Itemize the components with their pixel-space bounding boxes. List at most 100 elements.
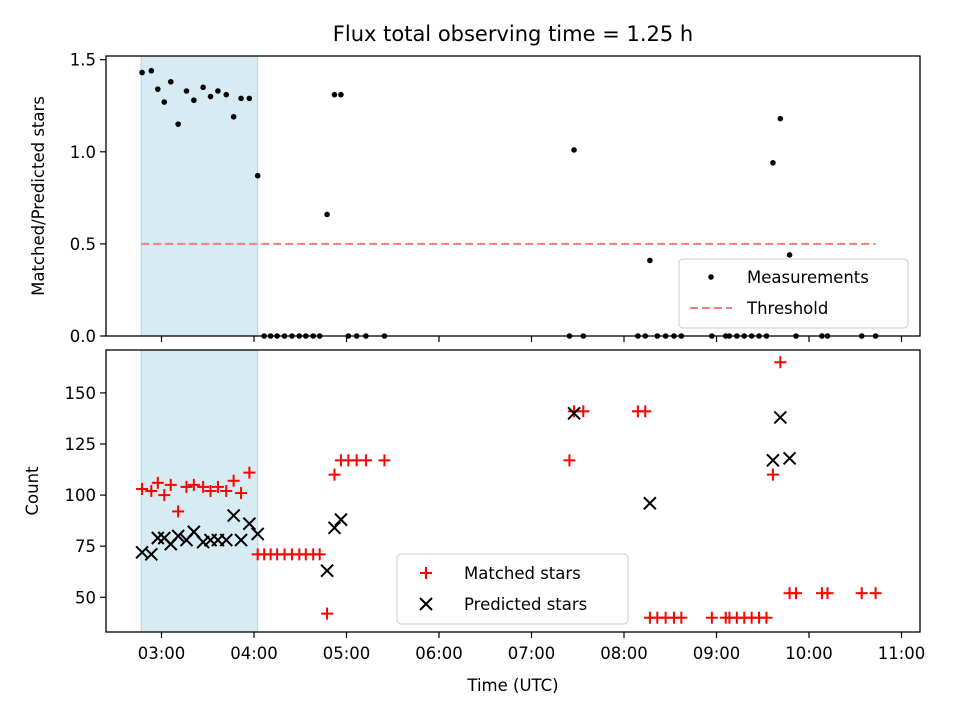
- x-tick-label: 03:00: [138, 644, 186, 663]
- x-tick-label: 09:00: [693, 644, 741, 663]
- y-tick-label: 75: [75, 537, 96, 556]
- matched-stars-point: [869, 587, 882, 600]
- matched-stars-point: [197, 480, 210, 493]
- matched-stars-point: [321, 607, 334, 620]
- counts-plot-frame: [105, 349, 921, 633]
- predicted-stars-point: [327, 521, 342, 535]
- measurement-point: [230, 113, 237, 120]
- predicted-stars-point: [196, 535, 210, 549]
- measurement-point: [167, 78, 174, 85]
- matched-stars-point: [821, 587, 834, 600]
- matched-stars-point: [235, 487, 248, 500]
- measurement-point: [254, 172, 261, 179]
- y-tick-label: 0.0: [70, 327, 96, 346]
- predicted-stars-point: [242, 516, 257, 531]
- predicted-stars-point: [151, 531, 165, 545]
- counts-y-ticks: 50 75 100 125 150: [65, 384, 106, 607]
- x-tick-label: 06:00: [415, 644, 463, 663]
- legend-box: [678, 258, 909, 329]
- counts-marks: [135, 349, 882, 633]
- x-tick-label: 11:00: [878, 644, 926, 663]
- predicted-stars-point: [144, 547, 159, 562]
- y-tick-label: 150: [65, 384, 97, 403]
- ratio-x-ticks: [160, 336, 903, 342]
- measurement-point: [324, 211, 330, 218]
- x-tick-label: 04:00: [230, 644, 278, 663]
- matched-stars-point: [359, 454, 372, 467]
- y-tick-label: 50: [75, 588, 96, 607]
- measurement-point: [215, 88, 221, 94]
- matched-stars-point: [211, 480, 224, 493]
- matched-stars-point: [774, 356, 787, 369]
- x-tick-label: 10:00: [785, 644, 833, 663]
- matched-stars-point: [313, 548, 326, 561]
- measurement-point: [338, 91, 344, 98]
- legend-matched-marker: [420, 567, 432, 579]
- measurement-point: [191, 97, 197, 104]
- highlight-span: [141, 350, 258, 632]
- measurement-point: [139, 69, 145, 76]
- legend-measurements-marker: [708, 274, 714, 280]
- predicted-stars-point: [334, 512, 348, 527]
- matched-stars-point: [328, 468, 341, 481]
- matched-stars-point: [204, 485, 217, 497]
- counts-x-axis-label: Time (UTC): [466, 676, 558, 695]
- matched-stars-point: [220, 485, 233, 497]
- ratio-y-axis-label: Matched/Predicted stars: [29, 96, 48, 296]
- matched-stars-point: [705, 611, 718, 624]
- predicted-stars-point: [643, 496, 657, 510]
- matched-stars-point: [164, 478, 177, 491]
- measurement-point: [148, 67, 155, 74]
- highlight-span: [141, 56, 258, 336]
- matched-stars-point: [639, 405, 652, 418]
- predicted-stars-point: [782, 451, 797, 466]
- measurement-point: [207, 93, 214, 100]
- legend-measurements-label: Measurements: [747, 268, 869, 287]
- measurement-point: [175, 121, 181, 127]
- y-tick-label: 125: [65, 435, 97, 454]
- counts-legend: Matched stars Predicted stars: [396, 553, 629, 625]
- predicted-stars-point: [250, 527, 265, 541]
- matched-stars-point: [563, 454, 576, 467]
- legend-box: [396, 553, 629, 625]
- matched-stars-point: [378, 454, 391, 467]
- matched-stars-point: [855, 587, 868, 600]
- measurement-point: [246, 95, 253, 102]
- measurement-point: [571, 147, 577, 153]
- y-tick-label: 100: [65, 486, 97, 505]
- counts-panel: 50 75 100 125 150 03:00 04:00 05:00 06:00 07:00 0…: [23, 349, 926, 695]
- predicted-stars-point: [219, 533, 233, 547]
- legend-predicted-marker: [419, 597, 433, 611]
- measurement-point: [331, 91, 338, 98]
- counts-y-axis-label: Count: [23, 466, 42, 516]
- matched-stars-point: [227, 474, 240, 487]
- x-tick-label: 07:00: [508, 644, 556, 663]
- x-tick-label: 05:00: [323, 644, 371, 663]
- ratio-panel: 0.0 0.5 1.0 1.5 Flux total observing time =…: [29, 22, 921, 346]
- counts-x-ticks: 03:00 04:00 05:00 06:00 07:00 08:00 09:00 10:00…: [138, 632, 926, 663]
- matched-stars-point: [243, 466, 256, 479]
- matched-stars-point: [760, 611, 773, 624]
- y-tick-label: 1.0: [70, 143, 96, 162]
- measurement-point: [777, 115, 784, 122]
- predicted-stars-point: [773, 410, 788, 425]
- measurement-point: [155, 86, 161, 92]
- legend-threshold-label: Threshold: [746, 299, 828, 318]
- measurement-point: [183, 88, 190, 94]
- measurement-point: [238, 95, 244, 102]
- ratio-legend: Measurements Threshold: [678, 258, 909, 329]
- matched-stars-point: [151, 476, 164, 489]
- legend-predicted-label: Predicted stars: [464, 595, 587, 614]
- predicted-stars-point: [766, 453, 780, 468]
- predicted-stars-point: [234, 533, 248, 547]
- matched-stars-point: [145, 485, 158, 497]
- matched-stars-point: [766, 468, 779, 481]
- predicted-stars-point: [171, 529, 185, 543]
- matched-stars-point: [187, 478, 200, 491]
- predicted-stars-point: [320, 563, 334, 578]
- measurement-point: [161, 99, 168, 105]
- matched-stars-point: [158, 489, 171, 502]
- matched-stars-point: [790, 587, 803, 600]
- measurement-point: [786, 252, 793, 258]
